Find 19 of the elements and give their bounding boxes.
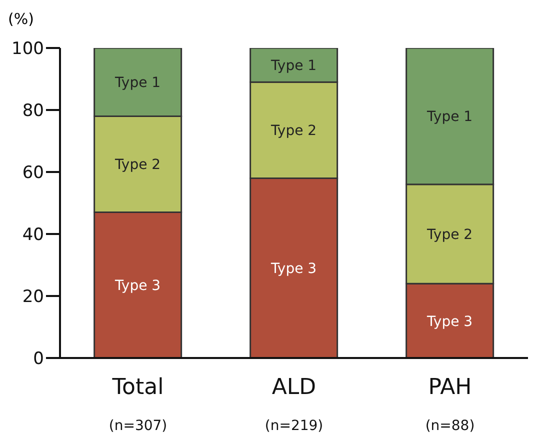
y-tick-label: 40 bbox=[22, 225, 44, 246]
text: Type 2 bbox=[271, 123, 317, 140]
y-tick-label: 0 bbox=[33, 349, 44, 370]
x-tick-label: Total (n=307) bbox=[108, 375, 168, 434]
x-tick-label: PAH (n=88) bbox=[425, 375, 475, 434]
y-tick-label: 80 bbox=[22, 101, 44, 122]
text: Type 1 bbox=[115, 75, 161, 92]
text: Type 1 bbox=[427, 109, 473, 126]
text: Type 2 bbox=[427, 226, 473, 243]
series-label: Type 1 bbox=[270, 58, 317, 74]
y-tick-label: 100 bbox=[12, 39, 44, 60]
text: Type 3 bbox=[427, 314, 473, 330]
x-tick-label: ALD (n=219) bbox=[264, 375, 324, 434]
y-axis-title: (%) bbox=[8, 10, 34, 28]
series-label: Type 2 bbox=[114, 157, 161, 174]
y-tick-label: 20 bbox=[22, 287, 44, 308]
series-label: Type 3 bbox=[114, 278, 161, 294]
y-tick-label: 60 bbox=[22, 163, 44, 184]
text: Type 3 bbox=[271, 261, 317, 278]
